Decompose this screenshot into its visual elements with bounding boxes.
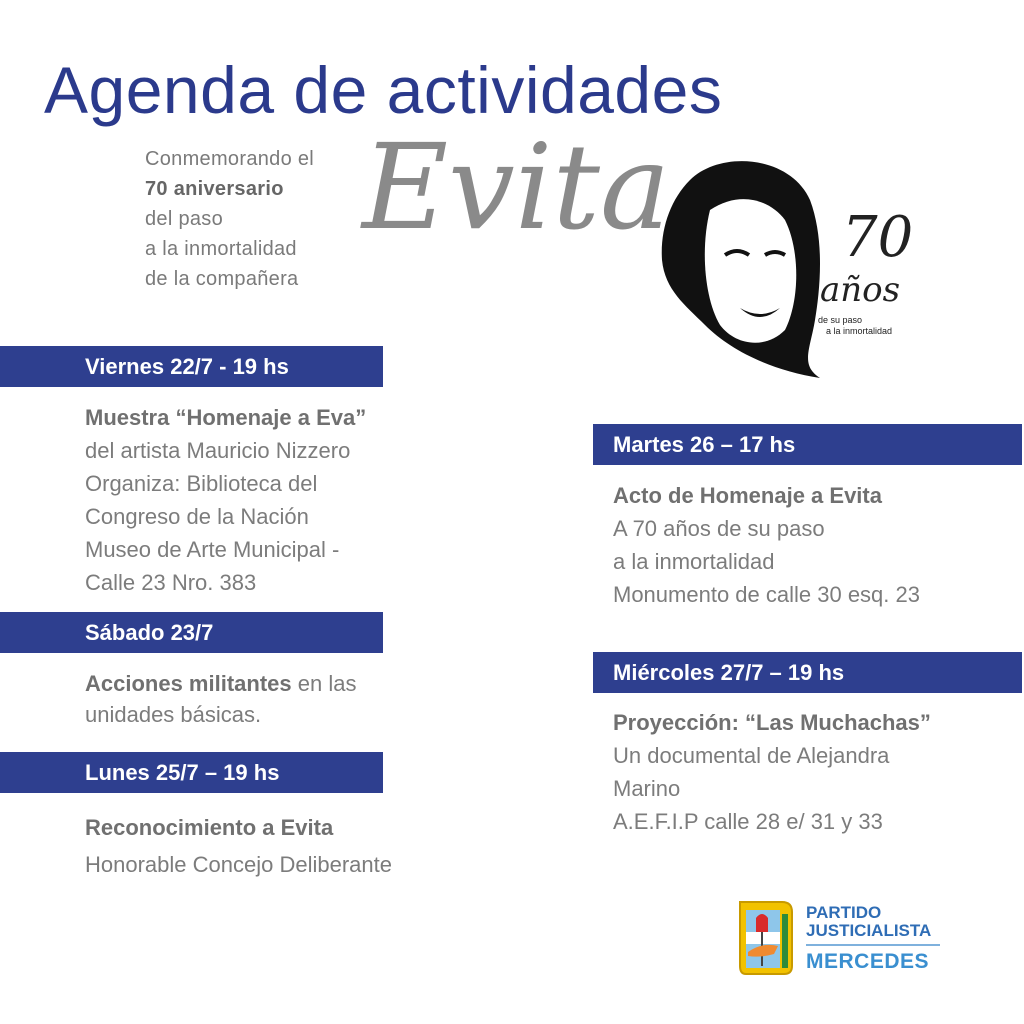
evita-portrait-image (661, 161, 820, 378)
event-header-lunes: Lunes 25/7 – 19 hs (0, 752, 383, 793)
event-line: Congreso de la Nación (85, 504, 309, 529)
event-line: del artista Mauricio Nizzero (85, 438, 351, 463)
event-header-viernes: Viernes 22/7 - 19 hs (0, 346, 383, 387)
page-title: Agenda de actividades (44, 53, 723, 127)
event-header-martes: Martes 26 – 17 hs (593, 424, 1022, 465)
logo-text: PARTIDO JUSTICIALISTA (806, 904, 931, 940)
subtitle-line: a la inmortalidad (145, 238, 297, 260)
event-description: Acciones militantes en las unidades bási… (85, 668, 356, 730)
event-description: Proyección: “Las Muchachas” Un documenta… (613, 706, 931, 838)
event-line: Un documental de Alejandra (613, 743, 890, 768)
logo-line: JUSTICIALISTA (806, 921, 932, 940)
event-header-sabado: Sábado 23/7 (0, 612, 383, 653)
event-line: a la inmortalidad (613, 549, 775, 574)
badge-number: 70 (842, 205, 914, 270)
event-title: Acciones militantes (85, 671, 292, 696)
event-description: Acto de Homenaje a Evita A 70 años de su… (613, 479, 920, 611)
event-title: Acto de Homenaje a Evita (613, 483, 882, 508)
event-title: Muestra “Homenaje a Eva” (85, 405, 367, 430)
event-line: Calle 23 Nro. 383 (85, 570, 257, 595)
logo-city: MERCEDES (806, 950, 930, 973)
event-description: Muestra “Homenaje a Eva” del artista Mau… (85, 401, 366, 599)
badge-caption: a la inmortalidad (826, 326, 893, 336)
event-line: Monumento de calle 30 esq. 23 (613, 582, 920, 607)
event-title: Proyección: “Las Muchachas” (613, 710, 931, 735)
event-line: en las (291, 671, 357, 696)
event-line: unidades básicas. (85, 702, 262, 727)
badge-caption: de su paso (818, 315, 863, 325)
subtitle-line: Conmemorando el (145, 148, 315, 170)
pj-shield-logo-icon (739, 901, 793, 975)
event-description: Reconocimiento a Evita Honorable Concejo… (85, 809, 392, 883)
evita-script-title: Evita (362, 118, 671, 256)
event-line: Marino (613, 776, 681, 801)
logo-line: PARTIDO (806, 903, 882, 922)
event-title: Reconocimiento a Evita (85, 815, 334, 840)
logo-divider (806, 944, 940, 946)
subtitle-line: de la compañera (145, 268, 299, 290)
subtitle-line: 70 aniversario (145, 178, 284, 200)
event-line: Honorable Concejo Deliberante (85, 852, 392, 877)
event-line: A 70 años de su paso (613, 516, 825, 541)
event-line: Organiza: Biblioteca del (85, 471, 318, 496)
badge-word: años (820, 270, 901, 310)
subtitle-line: del paso (145, 208, 224, 230)
event-line: A.E.F.I.P calle 28 e/ 31 y 33 (613, 809, 883, 834)
event-header-miercoles: Miércoles 27/7 – 19 hs (593, 652, 1022, 693)
event-line: Museo de Arte Municipal - (85, 537, 340, 562)
